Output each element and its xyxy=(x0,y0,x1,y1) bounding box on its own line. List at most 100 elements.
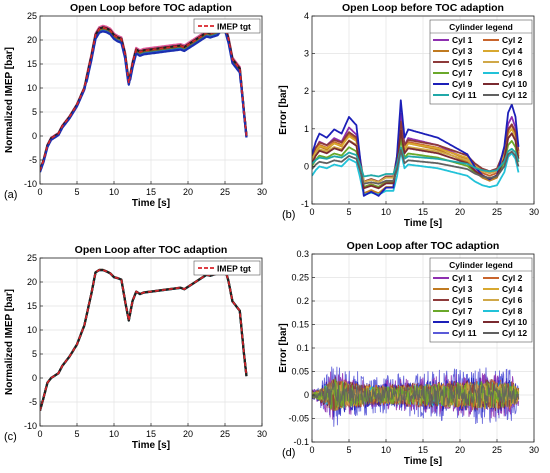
x-tick-label: 0 xyxy=(37,187,42,197)
imep-line xyxy=(40,267,248,411)
x-tick-label: 10 xyxy=(381,207,391,217)
imep-line xyxy=(40,25,248,171)
x-tick-label: 5 xyxy=(74,187,79,197)
y-tick-label: 0 xyxy=(32,373,37,383)
legend-label: Cyl 3 xyxy=(452,284,473,294)
y-tick-label: 20 xyxy=(27,277,37,287)
y-tick-label: 15 xyxy=(27,59,37,69)
x-tick-label: 5 xyxy=(346,445,351,455)
legend-label: Cyl 2 xyxy=(502,273,523,283)
plot-area xyxy=(40,267,248,411)
y-tick-label: -10 xyxy=(24,179,37,189)
legend-label: Cyl 6 xyxy=(502,295,523,305)
imep-line xyxy=(40,267,248,411)
plot-area xyxy=(40,23,248,173)
y-tick-label: 0.1 xyxy=(296,343,309,353)
legend-label: IMEP tgt xyxy=(217,22,251,32)
legend-label: Cyl 1 xyxy=(452,35,473,45)
error-line-cyl-11 xyxy=(312,146,520,178)
y-tick-label: 25 xyxy=(27,253,37,263)
error-line-cyl-8 xyxy=(312,150,520,196)
legend-box xyxy=(193,18,261,34)
legend-label: Cyl 10 xyxy=(502,79,527,89)
x-tick-label: 15 xyxy=(418,445,428,455)
x-tick-label: 25 xyxy=(492,207,502,217)
imep-line xyxy=(40,23,248,171)
y-tick-label: -5 xyxy=(29,155,37,165)
chart-title: Open Loop before TOC adaption xyxy=(342,2,504,14)
legend-label: Cyl 9 xyxy=(452,317,473,327)
legend-label: Cyl 12 xyxy=(502,90,527,100)
legend-label: Cyl 5 xyxy=(452,295,473,305)
y-tick-label: 0.05 xyxy=(291,367,309,377)
y-axis-label: Normalized IMEP [bar] xyxy=(4,47,15,153)
chart-title: Open Loop after TOC adaption xyxy=(347,240,500,252)
x-tick-label: 0 xyxy=(309,207,314,217)
x-tick-label: 10 xyxy=(381,445,391,455)
y-tick-label: 10 xyxy=(27,325,37,335)
legend-box xyxy=(193,260,261,276)
y-tick-label: 0 xyxy=(304,161,309,171)
y-tick-label: 20 xyxy=(27,35,37,45)
plot-area xyxy=(312,366,520,427)
x-tick-label: 0 xyxy=(37,429,42,439)
imep-target-line xyxy=(40,267,248,411)
legend-label: Cyl 12 xyxy=(502,328,527,338)
x-tick-label: 20 xyxy=(455,207,465,217)
x-tick-label: 5 xyxy=(346,207,351,217)
y-axis-label: Normalized IMEP [bar] xyxy=(4,289,15,395)
x-axis-label: Time [s] xyxy=(132,198,170,209)
legend-label: Cyl 2 xyxy=(502,35,523,45)
legend-label: Cyl 3 xyxy=(452,46,473,56)
legend: Cylinder legend Cyl 1 Cyl 2 Cyl 3 Cyl 4 Cyl 5… xyxy=(429,257,533,343)
y-axis-label: Error [bar] xyxy=(278,85,289,134)
y-tick-label: 0.2 xyxy=(296,296,309,306)
chart-title: Open Loop after TOC adaption xyxy=(75,244,228,256)
x-axis-label: Time [s] xyxy=(404,218,442,229)
error-line-cyl-12 xyxy=(312,381,520,408)
legend: IMEP tgt xyxy=(193,18,261,34)
y-tick-label: 15 xyxy=(27,301,37,311)
panel-d: Open Loop after TOC adaption 0 5 10 15 20 25 30… xyxy=(278,240,539,467)
error-line-cyl-5 xyxy=(312,120,520,183)
y-axis-label: Error [bar] xyxy=(278,323,289,372)
imep-line xyxy=(40,267,248,411)
legend-label: Cyl 6 xyxy=(502,57,523,67)
legend-label: Cyl 11 xyxy=(452,90,477,100)
imep-line xyxy=(40,24,248,171)
legend-label: Cyl 8 xyxy=(502,68,523,78)
x-tick-label: 10 xyxy=(109,187,119,197)
x-axis-label: Time [s] xyxy=(132,440,170,451)
panel-c: Open Loop after TOC adaption 0 5 10 15 20 25 30… xyxy=(4,244,267,451)
panel-a: Open Loop before TOC adaption 0 5 10 15 20 25 3… xyxy=(4,2,267,209)
y-tick-label: 25 xyxy=(27,11,37,21)
x-axis-label: Time [s] xyxy=(404,456,442,467)
y-tick-label: 0.3 xyxy=(296,249,309,259)
legend-label: Cyl 1 xyxy=(452,273,473,283)
x-tick-label: 25 xyxy=(220,187,230,197)
legend-label: Cyl 10 xyxy=(502,317,527,327)
imep-line xyxy=(40,267,248,411)
legend-label: IMEP tgt xyxy=(217,264,251,274)
panel-label: (a) xyxy=(4,189,17,201)
panel-label: (d) xyxy=(282,447,295,459)
plot-area xyxy=(312,99,520,197)
y-tick-label: -1 xyxy=(301,199,309,209)
y-tick-label: -5 xyxy=(29,397,37,407)
legend: Cylinder legend Cyl 1 Cyl 2 Cyl 3 Cyl 4 Cyl 5… xyxy=(429,19,533,105)
legend-label: Cyl 5 xyxy=(452,57,473,67)
y-tick-label: 2 xyxy=(304,86,309,96)
y-tick-label: 5 xyxy=(32,107,37,117)
y-tick-label: 3 xyxy=(304,49,309,59)
y-tick-label: -0.1 xyxy=(293,437,309,447)
legend-label: Cyl 11 xyxy=(452,328,477,338)
y-tick-label: 0.15 xyxy=(291,320,309,330)
y-tick-label: 0.25 xyxy=(291,273,309,283)
x-tick-label: 0 xyxy=(309,445,314,455)
x-tick-label: 5 xyxy=(74,429,79,439)
x-tick-label: 30 xyxy=(257,429,267,439)
y-tick-label: -10 xyxy=(24,421,37,431)
legend-label: Cyl 4 xyxy=(502,46,523,56)
x-tick-label: 10 xyxy=(109,429,119,439)
